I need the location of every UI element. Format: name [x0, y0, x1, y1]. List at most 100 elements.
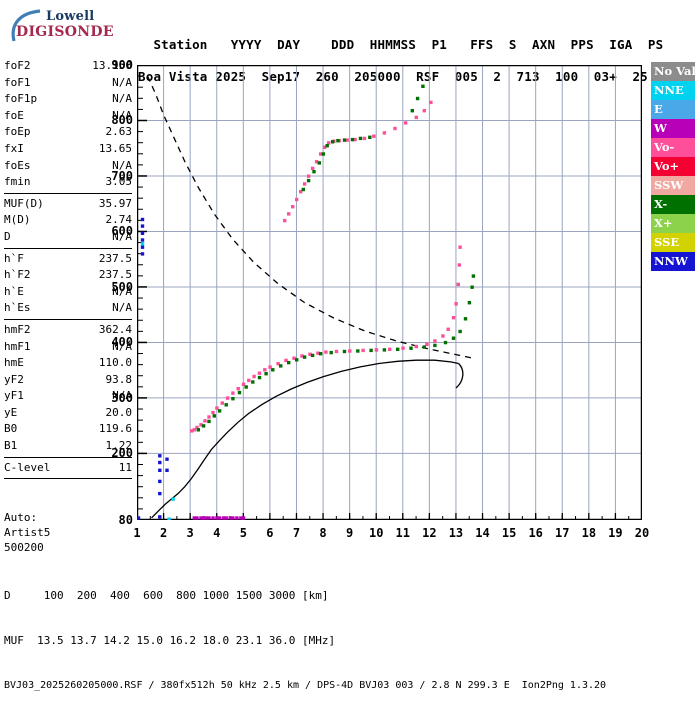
x-tick-9: 9 — [346, 526, 354, 540]
footer-muf-row: MUF 13.5 13.7 14.2 15.0 16.2 18.0 23.1 3… — [4, 634, 336, 647]
param-key: C-level — [4, 460, 51, 474]
param-divider — [4, 192, 132, 194]
param-row-hf: h`F 237.5 — [4, 251, 132, 268]
y-tick-800: 800 — [111, 113, 133, 128]
legend-item-noval[interactable]: No Val — [651, 62, 696, 81]
param-value: 93.8 — [105, 372, 133, 386]
legend-item-x[interactable]: X+ — [651, 214, 695, 233]
param-value: N/A — [112, 108, 132, 122]
legend-item-ssw[interactable]: SSW — [651, 176, 695, 195]
param-key: foF1 — [4, 75, 31, 89]
param-value: 237.5 — [98, 268, 132, 282]
param-group-frequencies: foF2 13.150 foF1 N/A foF1p N/A foE N/A foEp 2.63 f… — [4, 58, 132, 191]
x-tick-10: 10 — [368, 526, 384, 540]
x-tick-4: 4 — [213, 526, 221, 540]
param-value: N/A — [112, 389, 132, 403]
legend-item-nne[interactable]: NNE — [651, 81, 695, 100]
param-key: h`Es — [4, 301, 31, 315]
x-tick-17: 17 — [555, 526, 570, 540]
param-value: 1.22 — [105, 439, 133, 453]
y-tick-900: 900 — [111, 58, 133, 72]
param-row-b0: B0 119.6 — [4, 421, 132, 438]
param-row-hme: hmE 110.0 — [4, 355, 132, 372]
param-row-fof1p: foF1p N/A — [4, 91, 132, 108]
x-tick-13: 13 — [448, 526, 464, 540]
x-tick-15: 15 — [501, 526, 517, 540]
x-tick-14: 14 — [475, 526, 490, 540]
x-tick-16: 16 — [528, 526, 543, 540]
param-value: N/A — [112, 92, 132, 106]
x-tick-19: 19 — [608, 526, 623, 540]
legend-item-w[interactable]: W — [651, 119, 695, 138]
param-key: D — [4, 229, 11, 243]
param-row-foes: foEs N/A — [4, 158, 132, 175]
x-tick-20: 20 — [634, 526, 650, 540]
legend-item-vo[interactable]: Vo- — [651, 138, 695, 157]
ionogram-plot[interactable] — [137, 65, 642, 520]
param-group-clevel: C-level 11 — [4, 460, 132, 477]
param-row-hf2: h`F2 237.5 — [4, 267, 132, 284]
param-value: 2.63 — [105, 125, 133, 139]
param-key: hmE — [4, 356, 24, 370]
param-row-foe: foE N/A — [4, 108, 132, 125]
param-value: N/A — [112, 158, 132, 172]
digisonde-logo: Lowell DIGISONDE — [6, 8, 126, 44]
param-key: hmF2 — [4, 322, 31, 336]
param-divider — [4, 456, 132, 458]
param-value: N/A — [112, 75, 132, 89]
param-divider — [4, 318, 132, 320]
series-2nd-hop-x-x- — [301, 84, 425, 192]
param-value: N/A — [112, 339, 132, 353]
param-key: h`F2 — [4, 268, 31, 282]
param-key: foE — [4, 108, 24, 122]
param-row-hmf1: hmF1 N/A — [4, 339, 132, 356]
param-key: B0 — [4, 422, 18, 436]
param-key: foEs — [4, 158, 31, 172]
footer-file-row: BVJ03_2025260205000.RSF / 380fx512h 50 k… — [4, 680, 607, 691]
autoscaling-info: Auto: Artist5 500200 — [4, 510, 50, 555]
param-row-yf1: yF1 N/A — [4, 388, 132, 405]
param-key: fxI — [4, 141, 24, 155]
param-divider — [4, 247, 132, 249]
param-value: 13.150 — [92, 59, 132, 72]
legend-item-vo[interactable]: Vo+ — [651, 157, 695, 176]
param-value: 110.0 — [98, 356, 132, 370]
param-row-d: D N/A — [4, 229, 132, 246]
x-tick-11: 11 — [395, 526, 410, 540]
param-group-profile: hmF2 362.4 hmF1 N/A hmE 110.0 yF2 93.8 yF1 N/A yE 2… — [4, 322, 132, 455]
param-row-he: h`E N/A — [4, 284, 132, 301]
param-key: B1 — [4, 439, 18, 453]
footer-distance-row: D 100 200 400 600 800 1000 1500 3000 [km… — [4, 589, 329, 602]
param-group-muf: MUF(D) 35.97 M(D) 2.74 D N/A — [4, 196, 132, 246]
legend-item-x[interactable]: X- — [651, 195, 695, 214]
param-value: N/A — [112, 284, 132, 298]
param-key: yF2 — [4, 372, 24, 386]
station-value-row: Boa Vista 2025 Sep17 260 205000 RSF 005 … — [138, 69, 648, 84]
param-key: h`E — [4, 284, 24, 298]
x-tick-7: 7 — [292, 526, 301, 540]
param-key: yF1 — [4, 389, 24, 403]
chart-frame — [137, 65, 642, 520]
param-row-foep: foEp 2.63 — [4, 124, 132, 141]
param-row-yf2: yF2 93.8 — [4, 372, 132, 389]
param-value: 119.6 — [98, 422, 132, 436]
param-row-b1: B1 1.22 — [4, 438, 132, 455]
param-key: foEp — [4, 125, 31, 139]
ionogram-canvas[interactable] — [137, 65, 642, 520]
param-divider — [4, 478, 132, 480]
auto-code: 500200 — [4, 541, 44, 554]
legend-item-sse[interactable]: SSE — [651, 233, 695, 252]
series-2nd-hop-o-vo- — [283, 100, 433, 223]
x-tick-5: 5 — [239, 526, 247, 540]
param-key: hmF1 — [4, 339, 31, 353]
legend-item-nnw[interactable]: NNW — [651, 252, 695, 271]
series-nnw-noise — [137, 217, 169, 520]
legend-item-e[interactable]: E — [651, 100, 695, 119]
ionogram-parameter-table: foF2 13.150 foF1 N/A foF1p N/A foE N/A foEp 2.63 f… — [4, 58, 132, 481]
param-row-ye: yE 20.0 — [4, 405, 132, 422]
y-tick-80: 80 — [118, 513, 133, 527]
footer-info: D 100 200 400 600 800 1000 1500 3000 [km… — [4, 558, 606, 708]
overlay-true-height-profile — [151, 359, 459, 519]
station-header: Station YYYY DAY DDD HHMMSS P1 FFS S AXN… — [138, 21, 663, 101]
y-tick-600: 600 — [111, 224, 133, 239]
